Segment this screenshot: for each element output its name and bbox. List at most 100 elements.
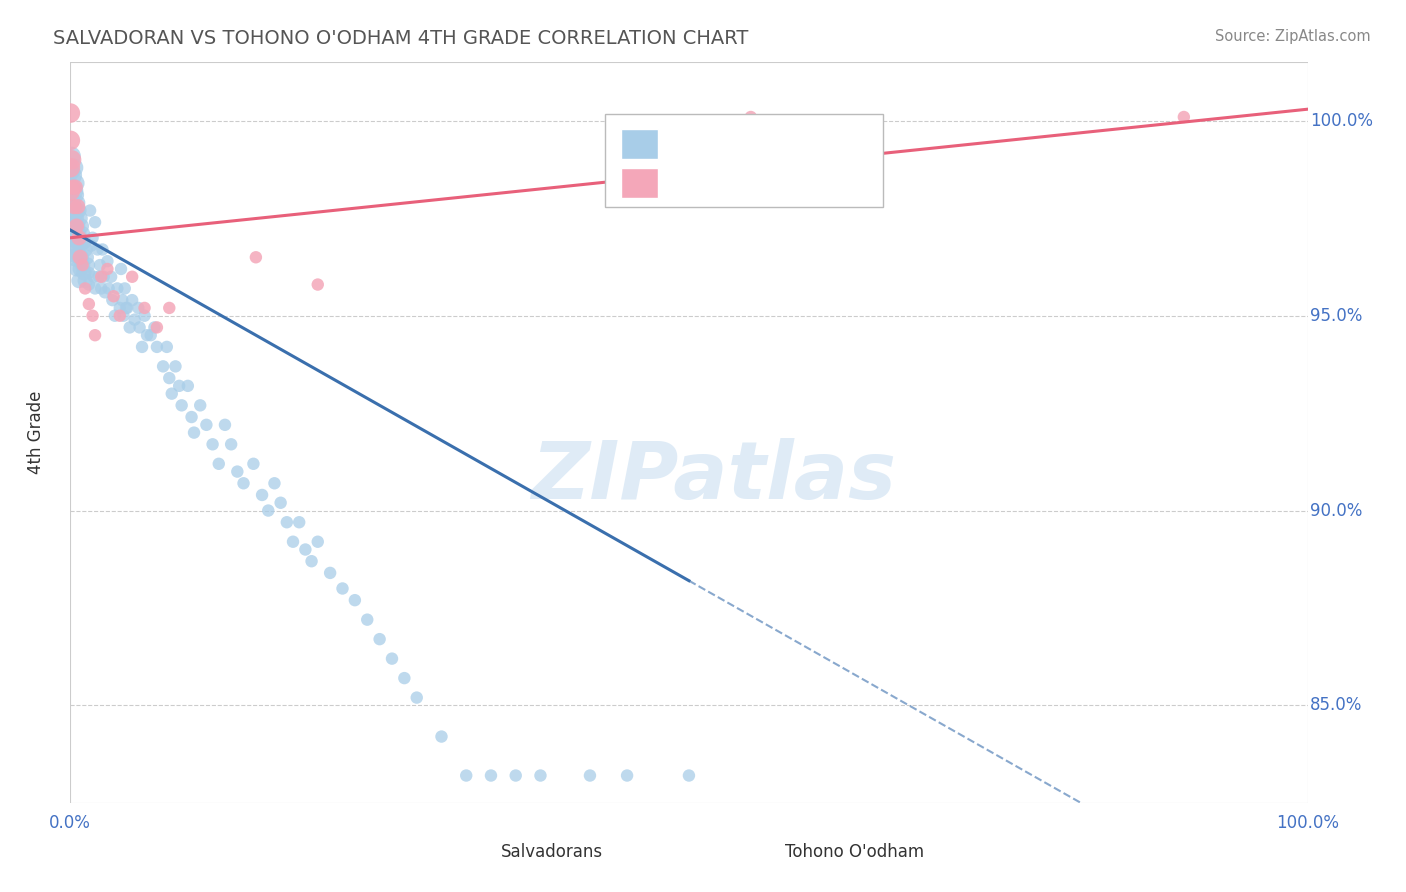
Point: [89, 258, 111, 272]
Point: [62, 180, 84, 194]
Point: [65, 219, 87, 233]
Point: [69, 250, 91, 264]
Point: [63, 184, 86, 198]
Point: [160, 386, 183, 401]
Point: [65, 188, 87, 202]
Point: [127, 301, 149, 315]
Text: N = 126: N = 126: [778, 133, 858, 151]
Text: 85.0%: 85.0%: [1310, 697, 1362, 714]
Point: [82, 309, 104, 323]
Point: [281, 534, 304, 549]
Text: 0.0%: 0.0%: [49, 814, 91, 832]
Point: [245, 250, 267, 264]
Point: [75, 243, 97, 257]
Point: [134, 309, 156, 323]
Point: [65, 235, 87, 249]
Point: [100, 269, 122, 284]
Point: [270, 496, 292, 510]
Point: [208, 457, 231, 471]
Point: [70, 250, 93, 264]
Point: [242, 457, 264, 471]
Point: [232, 476, 254, 491]
Text: 90.0%: 90.0%: [1310, 501, 1362, 519]
Point: [77, 266, 100, 280]
Point: [65, 262, 87, 277]
Text: 100.0%: 100.0%: [1310, 112, 1374, 130]
Point: [63, 161, 86, 175]
Point: [63, 207, 86, 221]
Point: [226, 465, 249, 479]
Point: [84, 328, 107, 343]
Point: [801, 153, 824, 167]
Point: [62, 169, 84, 183]
Point: [1173, 110, 1195, 124]
Point: [63, 231, 86, 245]
Point: [69, 211, 91, 226]
Point: [263, 476, 285, 491]
Point: [105, 281, 128, 295]
Point: [67, 203, 90, 218]
Text: R =: R =: [671, 171, 710, 190]
Point: [368, 632, 391, 647]
Point: [104, 309, 127, 323]
Text: 95.0%: 95.0%: [1310, 307, 1362, 325]
Point: [59, 161, 82, 175]
Text: Source: ZipAtlas.com: Source: ZipAtlas.com: [1215, 29, 1371, 44]
Point: [77, 297, 100, 311]
Point: [219, 437, 242, 451]
Point: [456, 768, 478, 782]
Point: [505, 768, 527, 782]
Point: [343, 593, 366, 607]
Text: ZIPatlas: ZIPatlas: [531, 438, 896, 516]
Point: [65, 203, 87, 218]
Point: [165, 359, 187, 374]
Point: [96, 254, 118, 268]
Point: [307, 277, 329, 292]
Point: [75, 274, 97, 288]
Point: [115, 301, 138, 315]
Point: [101, 293, 124, 307]
Point: [114, 281, 136, 295]
Point: [62, 231, 84, 245]
Point: [73, 266, 96, 280]
Point: [70, 219, 93, 233]
Text: 0.509: 0.509: [713, 171, 780, 190]
Point: [394, 671, 416, 685]
Point: [73, 235, 96, 249]
Point: [67, 227, 90, 241]
Point: [72, 258, 94, 272]
Point: [63, 200, 86, 214]
Point: [77, 277, 100, 292]
Point: [69, 262, 91, 277]
Point: [65, 227, 87, 241]
Point: [405, 690, 427, 705]
Text: R =: R =: [671, 133, 710, 151]
Point: [157, 301, 180, 315]
Point: [66, 219, 89, 233]
Point: [301, 554, 323, 568]
Point: [529, 768, 551, 782]
Point: [60, 149, 83, 163]
Point: [180, 410, 202, 425]
Point: [136, 328, 159, 343]
Point: [108, 301, 131, 315]
Point: [134, 301, 156, 315]
Point: [108, 309, 131, 323]
FancyBboxPatch shape: [745, 838, 776, 866]
Point: [214, 417, 236, 432]
Point: [143, 320, 166, 334]
Point: [69, 238, 91, 252]
Text: Salvadorans: Salvadorans: [501, 843, 603, 861]
Point: [146, 320, 169, 334]
Point: [67, 250, 90, 264]
Point: [146, 340, 169, 354]
Point: [740, 110, 762, 124]
Point: [294, 542, 316, 557]
Point: [170, 398, 193, 412]
Point: [678, 768, 700, 782]
Point: [63, 246, 86, 260]
Point: [94, 285, 117, 300]
Point: [139, 328, 162, 343]
Point: [66, 200, 89, 214]
Point: [319, 566, 342, 580]
